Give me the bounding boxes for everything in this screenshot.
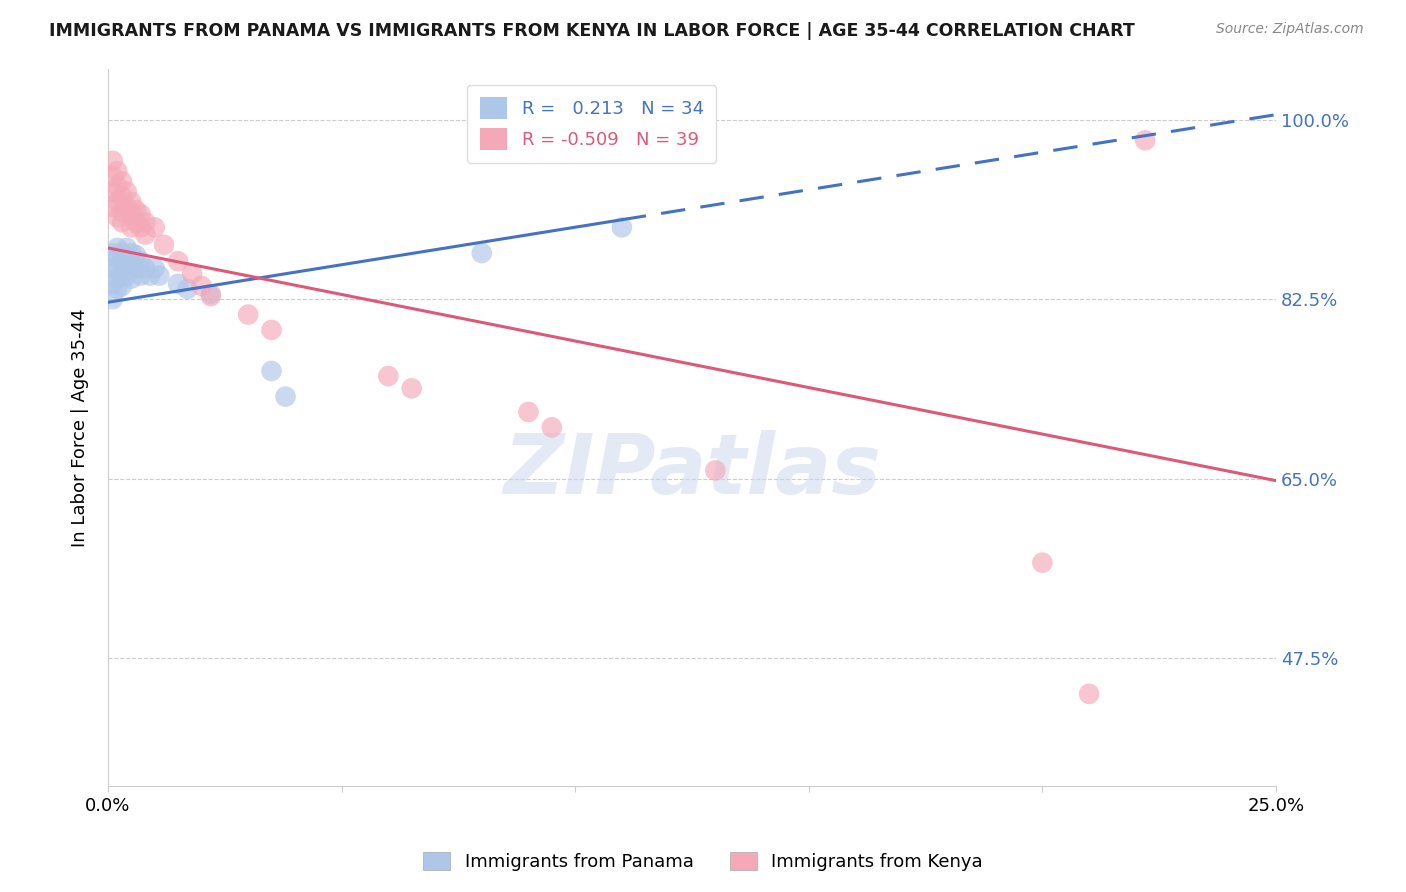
Point [134, 215, 156, 229]
Point [176, 282, 198, 296]
Point [260, 323, 283, 337]
Point [139, 268, 162, 283]
Point [125, 248, 148, 262]
Point [105, 194, 128, 209]
Point [236, 308, 259, 322]
Text: Source: ZipAtlas.com: Source: ZipAtlas.com [1216, 22, 1364, 37]
Point [1078, 687, 1101, 701]
Point [129, 207, 152, 221]
Point [129, 220, 152, 235]
Point [143, 261, 166, 276]
Point [153, 237, 176, 252]
Point [111, 215, 134, 229]
Point [517, 405, 540, 419]
Point [125, 215, 148, 229]
Point [101, 200, 124, 214]
Point [274, 390, 297, 404]
Point [1133, 133, 1156, 147]
Point [111, 205, 134, 219]
Point [115, 241, 138, 255]
Point [120, 220, 142, 235]
Point [181, 267, 204, 281]
Point [105, 179, 128, 194]
Point [105, 261, 128, 276]
Point [101, 261, 124, 276]
Point [111, 268, 134, 283]
Point [105, 210, 128, 224]
Y-axis label: In Labor Force | Age 35-44: In Labor Force | Age 35-44 [72, 308, 89, 547]
Point [120, 271, 142, 285]
Point [111, 256, 134, 270]
Point [134, 261, 156, 276]
Point [101, 246, 124, 260]
Point [120, 194, 142, 209]
Point [610, 220, 633, 235]
Point [111, 174, 134, 188]
Point [105, 282, 128, 296]
Point [115, 185, 138, 199]
Point [200, 289, 222, 303]
Text: IMMIGRANTS FROM PANAMA VS IMMIGRANTS FROM KENYA IN LABOR FORCE | AGE 35-44 CORRE: IMMIGRANTS FROM PANAMA VS IMMIGRANTS FRO… [49, 22, 1135, 40]
Point [101, 169, 124, 183]
Point [260, 364, 283, 378]
Point [101, 292, 124, 306]
Legend: R =   0.213   N = 34, R = -0.509   N = 39: R = 0.213 N = 34, R = -0.509 N = 39 [467, 85, 716, 163]
Point [101, 153, 124, 168]
Point [120, 246, 142, 260]
Point [115, 268, 138, 283]
Point [377, 369, 399, 384]
Point [1031, 556, 1053, 570]
Point [111, 278, 134, 293]
Point [105, 164, 128, 178]
Text: ZIPatlas: ZIPatlas [503, 430, 882, 511]
Point [134, 227, 156, 242]
Point [120, 258, 142, 272]
Point [111, 246, 134, 260]
Point [101, 277, 124, 291]
Point [167, 254, 190, 268]
Point [115, 256, 138, 270]
Point [129, 254, 152, 268]
Legend: Immigrants from Panama, Immigrants from Kenya: Immigrants from Panama, Immigrants from … [416, 845, 990, 879]
Point [125, 261, 148, 276]
Point [143, 220, 166, 235]
Point [105, 251, 128, 265]
Point [129, 268, 152, 283]
Point [111, 189, 134, 203]
Point [105, 271, 128, 285]
Point [190, 278, 212, 293]
Point [471, 246, 494, 260]
Point [200, 287, 222, 301]
Point [125, 202, 148, 217]
Point [148, 268, 170, 283]
Point [401, 381, 423, 395]
Point [704, 463, 727, 477]
Point [105, 241, 128, 255]
Point [101, 185, 124, 199]
Point [167, 277, 190, 291]
Point [115, 200, 138, 214]
Point [540, 420, 562, 434]
Point [120, 207, 142, 221]
